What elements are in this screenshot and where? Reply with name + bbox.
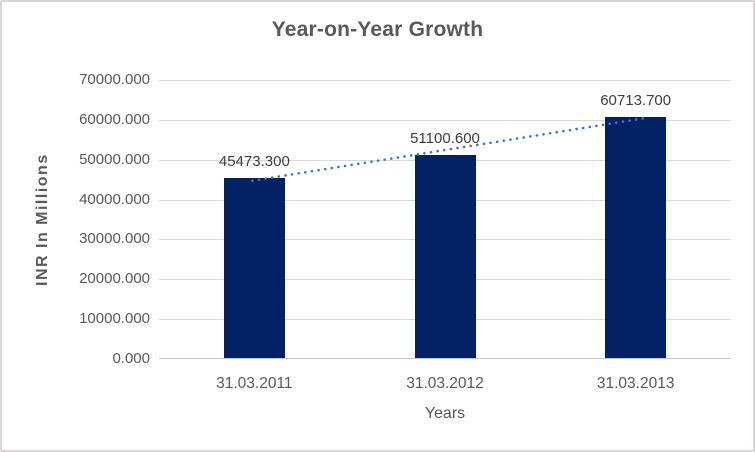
x-tick-label: 31.03.2012: [406, 375, 484, 392]
x-tick-label: 31.03.2013: [596, 375, 675, 392]
x-axis-title: Years: [424, 405, 466, 422]
chart-title: Year-on-Year Growth: [271, 18, 484, 41]
x-axis-line: [159, 358, 731, 359]
data-label-31.03.2013: 60713.700: [600, 92, 672, 109]
bar-31.03.2013: [605, 117, 667, 359]
y-tick-label: 60000.000: [79, 110, 150, 128]
y-tick-label: 30000.000: [79, 230, 150, 248]
gridline: [159, 119, 731, 121]
y-tick-label: 70000.000: [79, 71, 150, 88]
y-tick-label: 50000.000: [79, 150, 150, 168]
x-tick-label: 31.03.2011: [216, 375, 293, 392]
trendline: [251, 116, 647, 183]
y-tick-label: 20000.000: [79, 270, 150, 288]
gridline: [159, 80, 731, 81]
bar-31.03.2011: [223, 177, 285, 359]
plot-area: [159, 80, 731, 359]
data-label-31.03.2011: 45473.300: [218, 152, 290, 170]
data-label-31.03.2012: 51100.600: [410, 130, 480, 148]
y-tick-label: 40000.000: [79, 190, 150, 208]
y-tick-label: 0.000: [112, 350, 150, 367]
bar-31.03.2012: [414, 155, 476, 359]
y-tick-label: 10000.000: [79, 310, 150, 328]
